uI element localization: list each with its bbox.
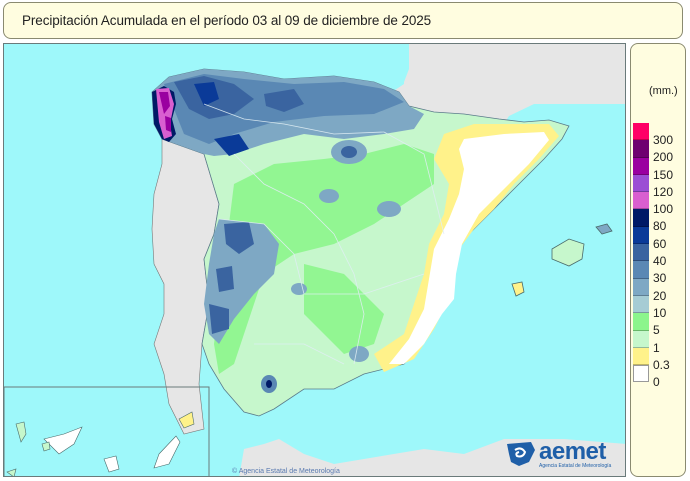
legend-swatch-150 — [633, 157, 649, 175]
legend-swatch-200 — [633, 140, 649, 158]
precipitation-map — [3, 43, 626, 477]
legend-label: 30 — [653, 271, 667, 286]
legend-swatch-30 — [633, 261, 649, 279]
title-bar: Precipitación Acumulada en el período 03… — [3, 2, 683, 39]
legend-label: 300 — [653, 133, 674, 147]
legend-label: 150 — [653, 167, 674, 182]
legend-swatch-0.3 — [633, 347, 649, 366]
legend-swatches — [633, 123, 649, 383]
copyright-notice: © Agencia Estatal de Meteorología — [232, 468, 340, 475]
legend-label: 120 — [653, 184, 674, 199]
legend-label: 5 — [653, 323, 660, 338]
map-graphic — [4, 44, 625, 476]
legend-label: 0.3 — [653, 357, 670, 372]
legend-swatch-20 — [633, 278, 649, 296]
legend-swatch-120 — [633, 174, 649, 193]
legend-swatch-40 — [633, 244, 649, 262]
legend-panel: (mm.) 300 200 150 120 100 80 60 40 30 20… — [630, 43, 686, 477]
aemet-logo: aemet Agencia Estatal de Meteorología — [505, 438, 615, 472]
legend-labels: 300 200 150 120 100 80 60 40 30 20 10 5 … — [653, 134, 673, 393]
legend-swatch-0 — [633, 365, 649, 383]
legend-label: 60 — [653, 236, 667, 251]
legend-unit: (mm.) — [649, 85, 678, 97]
legend-swatch-80 — [633, 209, 649, 227]
legend-swatch-5 — [633, 313, 649, 331]
legend-swatch-1 — [633, 330, 649, 348]
legend-label: 0 — [653, 375, 660, 390]
legend-label: 1 — [653, 340, 660, 355]
aemet-subtitle: Agencia Estatal de Meteorología — [539, 463, 612, 469]
legend-swatch-10 — [633, 295, 649, 314]
legend-label: 10 — [653, 305, 667, 320]
legend-swatch-300 — [633, 123, 649, 141]
legend-label: 20 — [653, 288, 667, 303]
legend-label: 100 — [653, 202, 674, 217]
legend-label: 200 — [653, 150, 674, 165]
aemet-spiral-icon — [507, 442, 535, 466]
legend-swatch-100 — [633, 192, 649, 210]
legend-label: 80 — [653, 219, 667, 234]
legend-swatch-60 — [633, 226, 649, 245]
legend-label: 40 — [653, 254, 667, 269]
map-title: Precipitación Acumulada en el período 03… — [22, 13, 432, 28]
aemet-wordmark: aemet — [539, 438, 606, 465]
